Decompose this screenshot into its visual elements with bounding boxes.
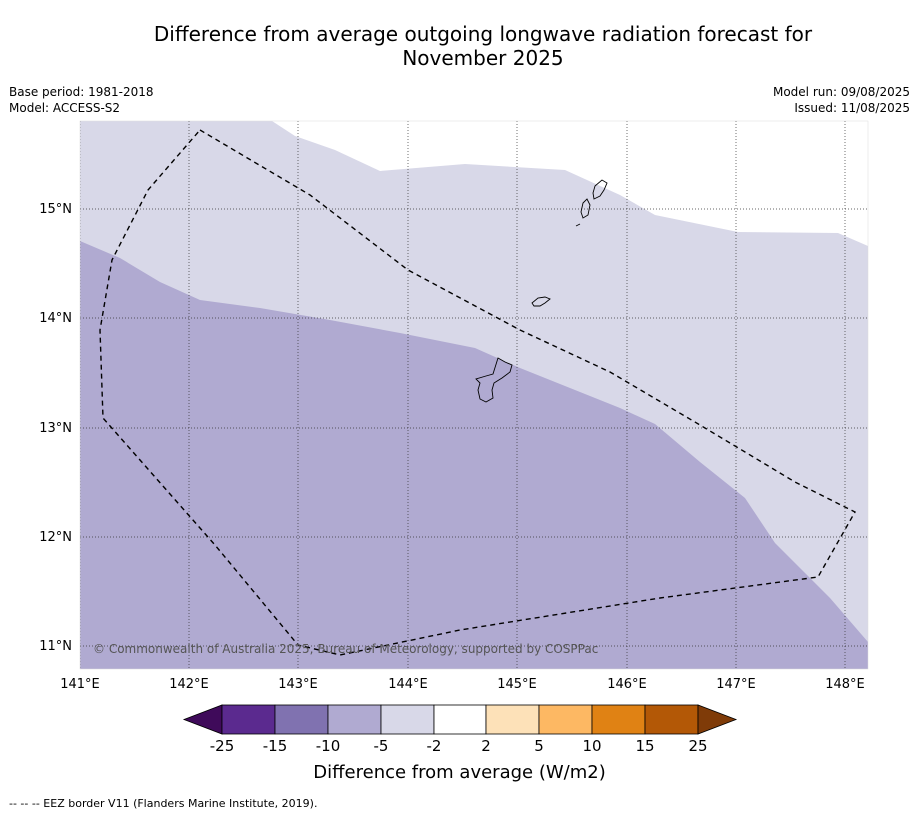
colorbar-extend-low	[182, 704, 223, 735]
colorbar-segment	[591, 704, 646, 735]
colorbar-tick-label: -15	[262, 737, 288, 755]
colorbar-tick-label: 25	[688, 737, 708, 755]
olr-band-medium	[80, 241, 868, 669]
lat-label: 11°N	[39, 639, 72, 654]
colorbar-tick-label: -25	[209, 737, 235, 755]
lon-label: 144°E	[388, 677, 428, 692]
colorbar-tick-label: -10	[315, 737, 341, 755]
colorbar-segment	[433, 704, 487, 735]
islands	[475, 179, 608, 403]
colorbar-tick-label: 15	[635, 737, 655, 755]
colorbar-tick-label: 10	[582, 737, 602, 755]
island-guam	[475, 357, 513, 403]
copyright-text: © Commonwealth of Australia 2025, Bureau…	[93, 642, 598, 656]
colorbar-segment	[327, 704, 382, 735]
lon-label: 147°E	[716, 677, 756, 692]
base-period-label: Base period: 1981-2018	[9, 85, 154, 99]
lat-label: 14°N	[39, 311, 72, 326]
plot-frame	[79, 120, 869, 670]
map-title-line-2: November 2025	[402, 46, 564, 70]
map-plot-area: © Commonwealth of Australia 2025, Bureau…	[80, 121, 868, 669]
lon-label: 143°E	[278, 677, 318, 692]
gridlines	[80, 121, 868, 669]
colorbar-extend-high	[697, 704, 738, 735]
colorbar-segment	[221, 704, 276, 735]
lon-label: 145°E	[497, 677, 537, 692]
colorbar-segment	[274, 704, 329, 735]
island-saipan	[592, 179, 608, 200]
island-aguijan	[575, 223, 581, 227]
colorbar-tick-label: -2	[426, 737, 442, 755]
model-run-label: Model run: 09/08/2025	[772, 85, 910, 99]
issued-label: Issued: 11/08/2025	[794, 101, 910, 115]
colorbar-tick-label: -5	[373, 737, 389, 755]
meta-right: Model run: 09/08/2025 Issued: 11/08/2025	[773, 84, 910, 116]
colorbar-tick-label: 5	[534, 737, 544, 755]
island-tinian	[580, 198, 591, 219]
map-title-line-1: Difference from average outgoing longwav…	[153, 22, 813, 46]
colorbar-tick-label: 2	[481, 737, 491, 755]
colorbar-title: Difference from average (W/m2)	[313, 762, 606, 783]
lon-label: 148°E	[825, 677, 865, 692]
colorbar-segment	[380, 704, 435, 735]
model-label: Model: ACCESS-S2	[9, 101, 121, 115]
colorbar-segment	[538, 704, 593, 735]
lon-label: 141°E	[60, 677, 100, 692]
lat-label: 15°N	[39, 202, 72, 217]
colorbar	[182, 704, 738, 735]
latitude-labels: 15°N 14°N 13°N 12°N 11°N	[39, 202, 72, 654]
lat-label: 13°N	[39, 421, 72, 436]
colorbar-segment	[485, 704, 540, 735]
lon-label: 142°E	[169, 677, 209, 692]
meta-left: Base period: 1981-2018 Model: ACCESS-S2	[9, 84, 154, 116]
map-title: Difference from average outgoing longwav…	[60, 22, 906, 70]
eez-legend-footer: -- -- -- EEZ border V11 (Flanders Marine…	[9, 797, 318, 810]
lat-label: 12°N	[39, 530, 72, 545]
longitude-labels: 141°E 142°E 143°E 144°E 145°E 146°E 147°…	[60, 677, 865, 692]
island-rota	[531, 296, 551, 307]
colorbar-segment	[644, 704, 699, 735]
lon-label: 146°E	[607, 677, 647, 692]
